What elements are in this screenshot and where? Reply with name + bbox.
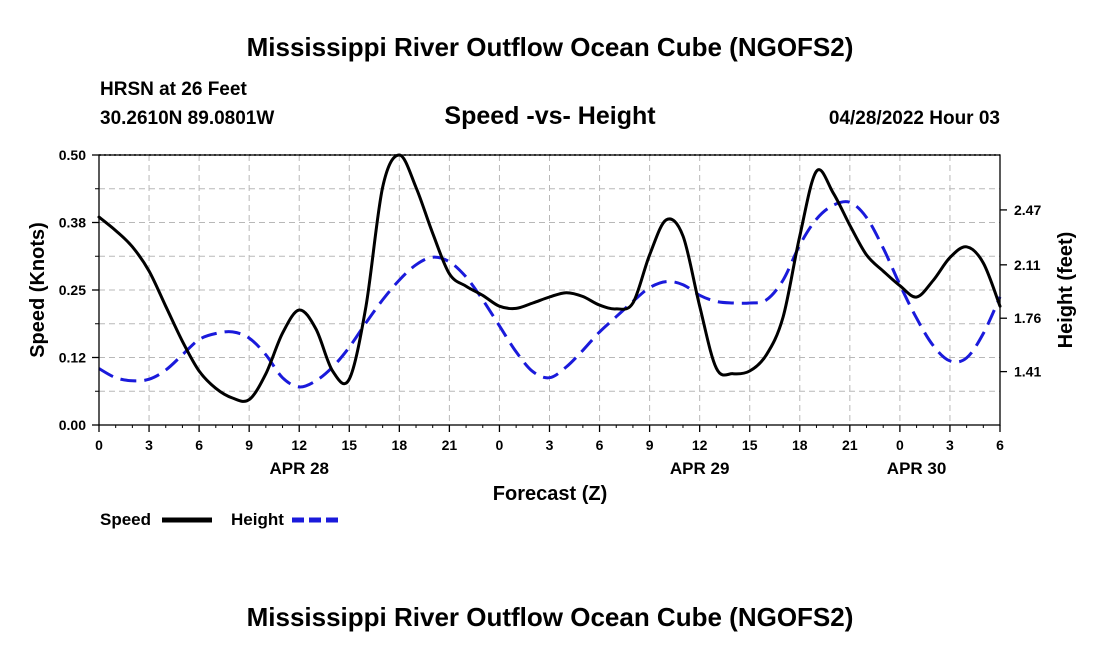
- legend-label-speed: Speed: [100, 510, 151, 529]
- date-label: APR 28: [269, 459, 329, 478]
- x-tick-label: 9: [245, 437, 253, 453]
- station-coordinates: 30.2610N 89.0801W: [100, 108, 274, 129]
- legend-label-height: Height: [231, 510, 284, 529]
- footer-title: Mississippi River Outflow Ocean Cube (NG…: [247, 602, 854, 632]
- date-label: APR 30: [887, 459, 947, 478]
- x-tick-label: 3: [546, 437, 554, 453]
- x-tick-label: 6: [195, 437, 203, 453]
- x-tick-label: 9: [646, 437, 654, 453]
- x-tick-label: 15: [341, 437, 357, 453]
- y-axis-title-left: Speed (Knots): [27, 222, 49, 358]
- series-layer: [97, 153, 1002, 403]
- y-tick-label-left: 0.38: [59, 215, 86, 231]
- forecast-datetime: 04/28/2022 Hour 03: [829, 108, 1000, 129]
- y-axis-title-right: Height (feet): [1055, 232, 1077, 349]
- y-tick-label-left: 0.00: [59, 417, 86, 433]
- chart-main-title: Mississippi River Outflow Ocean Cube (NG…: [247, 32, 854, 62]
- y-tick-label-right: 2.11: [1014, 257, 1041, 273]
- x-tick-label: 0: [496, 437, 504, 453]
- x-axis-title: Forecast (Z): [493, 483, 607, 505]
- x-tick-label: 18: [392, 437, 408, 453]
- y-tick-label-right: 2.47: [1014, 202, 1041, 218]
- x-tick-label: 3: [946, 437, 954, 453]
- y-tick-label-left: 0.12: [59, 350, 86, 366]
- series-line-speed: [97, 153, 1002, 403]
- y-tick-label-left: 0.25: [59, 282, 86, 298]
- y-tick-label-left: 0.50: [59, 147, 86, 163]
- y-tick-label-right: 1.76: [1014, 310, 1041, 326]
- station-label: HRSN at 26 Feet: [100, 79, 247, 100]
- x-tick-label: 21: [442, 437, 458, 453]
- x-tick-label: 21: [842, 437, 858, 453]
- grid-lines: [99, 155, 1000, 425]
- x-tick-label: 0: [95, 437, 103, 453]
- x-tick-label: 12: [692, 437, 708, 453]
- x-tick-label: 6: [996, 437, 1004, 453]
- series-line-height: [98, 200, 1002, 389]
- chart-subtitle: Speed -vs- Height: [444, 102, 656, 130]
- x-tick-label: 12: [291, 437, 307, 453]
- x-tick-label: 18: [792, 437, 808, 453]
- x-tick-label: 6: [596, 437, 604, 453]
- date-label: APR 29: [670, 459, 730, 478]
- x-tick-label: 3: [145, 437, 153, 453]
- x-tick-label: 15: [742, 437, 758, 453]
- y-tick-label-right: 1.41: [1014, 364, 1041, 380]
- x-tick-label: 0: [896, 437, 904, 453]
- axes-layer: 0 3 6 9 12 15 18 21 0 3 6 9 12 15 18 21 0 3 6 0.00 0.12 0.25 0…: [59, 147, 1042, 478]
